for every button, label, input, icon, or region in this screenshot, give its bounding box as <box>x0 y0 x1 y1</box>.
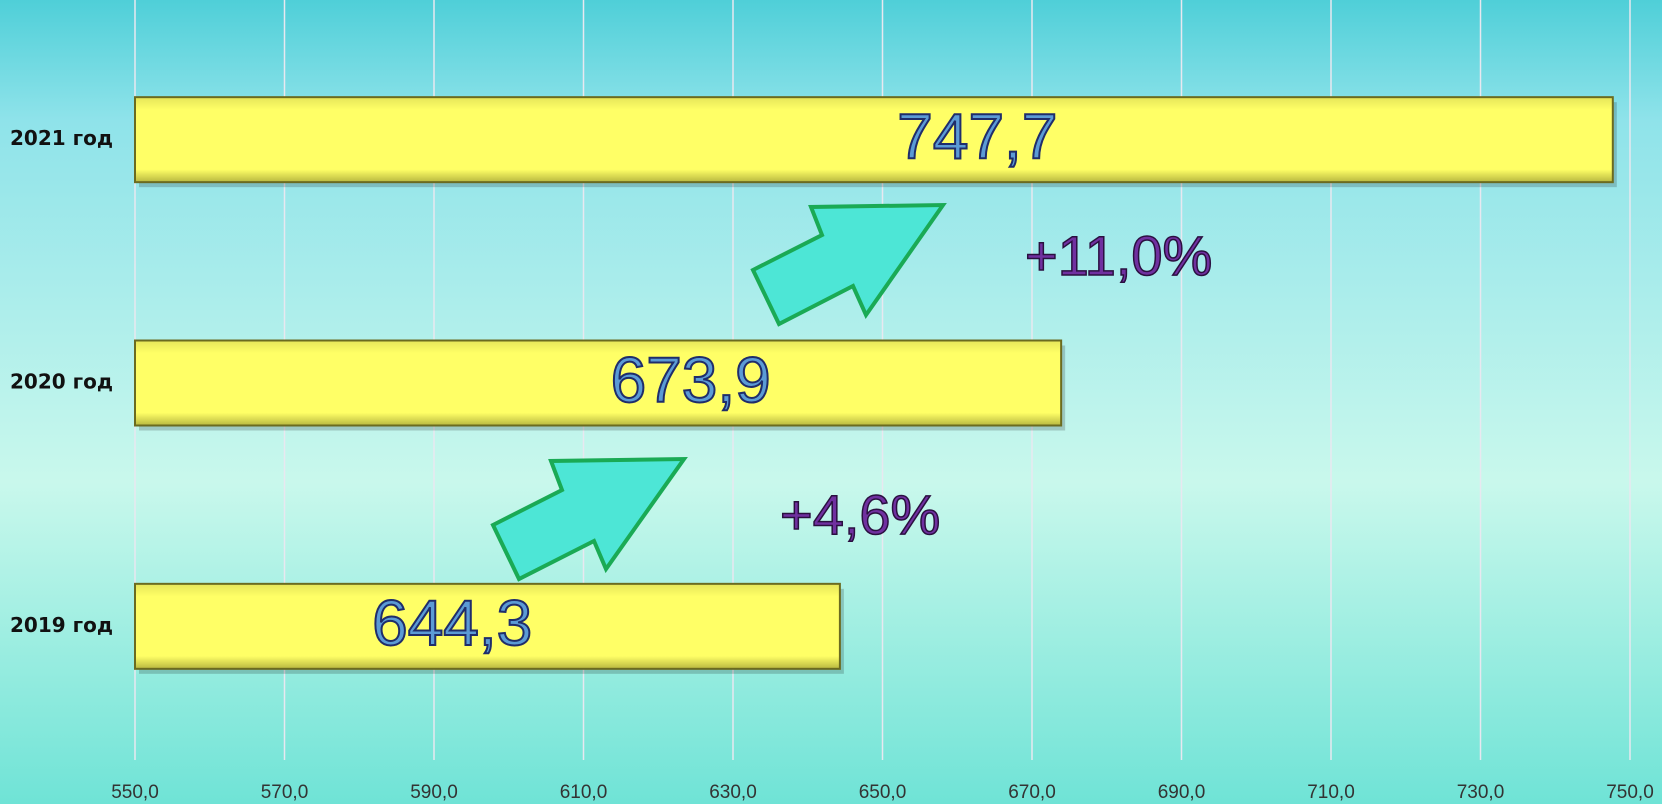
bar <box>134 339 1063 427</box>
x-tick-label: 750,0 <box>1606 782 1654 803</box>
x-tick-label: 570,0 <box>261 782 309 803</box>
x-tick-label: 630,0 <box>709 782 757 803</box>
y-tick-label: 2021 год <box>10 126 113 150</box>
x-tick-label: 670,0 <box>1008 782 1056 803</box>
x-tick-label: 550,0 <box>111 782 159 803</box>
x-tick-label: 610,0 <box>560 782 608 803</box>
x-tick-label: 650,0 <box>859 782 907 803</box>
value-label: 644,3 <box>372 587 532 659</box>
growth-annotation: +4,6% <box>780 483 940 546</box>
growth-annotation: +11,0% <box>1025 224 1212 287</box>
x-tick-label: 690,0 <box>1158 782 1206 803</box>
value-label: 673,9 <box>611 344 771 416</box>
growth-arrow <box>750 202 947 327</box>
x-tick-label: 590,0 <box>410 782 458 803</box>
bars <box>134 96 1617 674</box>
x-tick-label: 710,0 <box>1307 782 1355 803</box>
y-tick-label: 2019 год <box>10 613 113 637</box>
x-tick-label: 730,0 <box>1457 782 1505 803</box>
value-label: 747,7 <box>897 101 1057 173</box>
bar <box>134 96 1614 184</box>
y-tick-label: 2020 год <box>10 370 113 394</box>
growth-arrow <box>490 456 688 582</box>
bar <box>134 582 841 670</box>
